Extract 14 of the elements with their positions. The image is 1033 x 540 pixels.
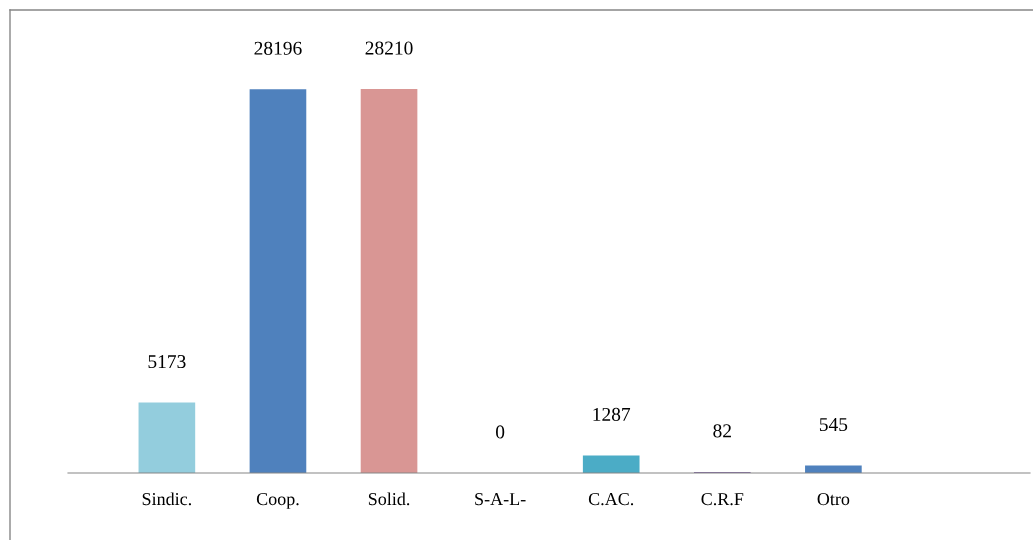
x-tick-label: Solid.: [368, 492, 410, 506]
data-label: 82: [713, 424, 731, 438]
x-tick-label: Coop.: [256, 493, 299, 509]
data-label: 545: [819, 418, 848, 432]
data-label: 5173: [148, 355, 186, 369]
data-label: 28196: [254, 41, 302, 55]
data-label: 28210: [365, 41, 413, 55]
x-tick-label: C.AC.: [588, 493, 634, 506]
data-label: 1287: [593, 407, 631, 421]
x-tick-label: S-A-L-: [475, 493, 526, 506]
x-tick-label: Sindic.: [142, 492, 191, 506]
data-label: 0: [496, 425, 505, 439]
x-tick-label: Otro: [817, 493, 850, 506]
x-tick-label: C.R.F: [701, 493, 744, 506]
